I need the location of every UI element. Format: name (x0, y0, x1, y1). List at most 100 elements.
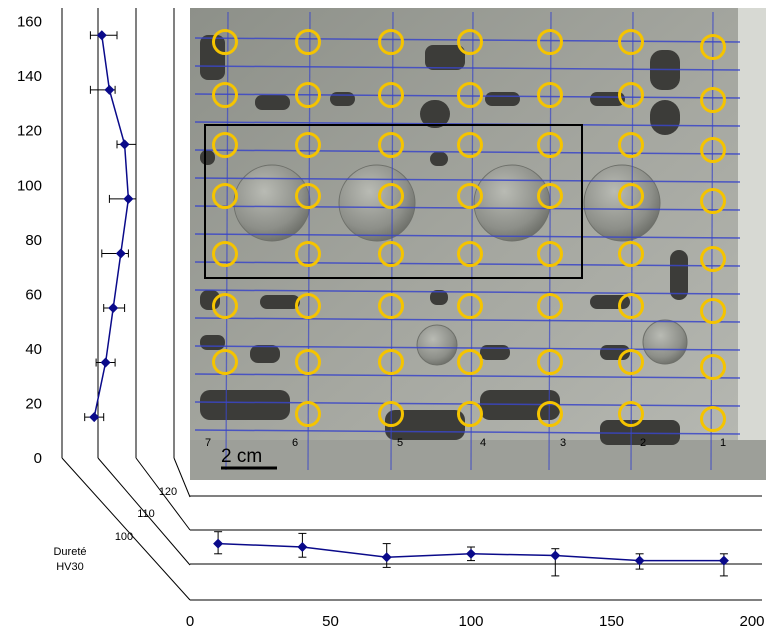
measurement-marker (457, 401, 483, 427)
measurement-marker (212, 293, 238, 319)
measurement-marker (700, 188, 726, 214)
hole-3 (255, 95, 290, 110)
hole-16 (200, 335, 225, 350)
measurement-marker (378, 241, 404, 267)
measurement-marker (378, 349, 404, 375)
perspective-line-3 (173, 457, 191, 498)
hardness-axis-title-line1: Dureté (53, 546, 86, 558)
grid-line-h (194, 93, 741, 99)
hole-5 (420, 100, 450, 128)
hardness-tick-100: 100 (115, 531, 133, 543)
data-point (119, 139, 130, 150)
y-tick-0: 0 (34, 450, 42, 467)
grid-line-v (390, 11, 394, 471)
data-point (100, 357, 111, 368)
profile-line (93, 35, 130, 418)
grid-line-h (194, 345, 741, 351)
measurement-marker (378, 293, 404, 319)
measurement-marker (378, 401, 404, 427)
bottom-profile-panel: 0 50 100 150 200 (186, 495, 765, 630)
perspective-line-0 (61, 457, 191, 601)
column-digit: 3 (560, 437, 566, 449)
measurement-marker (618, 349, 644, 375)
hardness-gridlines-vertical (97, 8, 175, 458)
vertical-profile-series (84, 30, 137, 423)
measurement-marker (457, 241, 483, 267)
grid-line-h (194, 233, 741, 239)
measurement-marker (457, 29, 483, 55)
grid-line-v (630, 11, 634, 471)
measurement-marker (618, 183, 644, 209)
grid-line-h (194, 65, 741, 71)
perspective-lines (61, 457, 191, 601)
hole-14 (430, 290, 448, 305)
column-digit: 4 (480, 437, 486, 449)
data-point (96, 30, 107, 41)
data-point (550, 550, 561, 561)
hardness-gridlines-horizontal (190, 495, 762, 601)
y-tick-160: 160 (17, 14, 42, 31)
region-of-interest-box (204, 124, 583, 279)
y-tick-120: 120 (17, 123, 42, 140)
hole-18 (480, 345, 510, 360)
measurement-marker (537, 293, 563, 319)
measurement-marker (212, 82, 238, 108)
measurement-marker (618, 82, 644, 108)
measurement-marker (537, 132, 563, 158)
grid-line-h (194, 37, 741, 43)
hole-8 (650, 100, 680, 135)
measurement-marker (457, 349, 483, 375)
measurement-marker (295, 29, 321, 55)
perspective-line-2 (135, 457, 191, 531)
x-tick-50: 50 (322, 613, 339, 630)
data-point (89, 412, 100, 423)
column-digit: 6 (292, 437, 298, 449)
data-point (104, 84, 115, 95)
measurement-marker (618, 293, 644, 319)
left-profile-panel: 0 20 40 60 80 100 120 140 160 100 110 120 Dureté H… (17, 8, 191, 601)
column-digit: 1 (720, 437, 726, 449)
hole-10 (430, 152, 448, 166)
hardness-tick-labels: 100 110 120 (115, 486, 177, 543)
grid-line-h (194, 373, 741, 379)
data-point (123, 193, 134, 204)
measurement-marker (537, 401, 563, 427)
data-point (381, 552, 392, 563)
data-point (634, 555, 645, 566)
grid-line-h (194, 429, 741, 435)
measurement-marker (618, 132, 644, 158)
hole-17 (250, 345, 280, 363)
measurement-marker (618, 401, 644, 427)
column-digit: 7 (205, 437, 211, 449)
hole-1 (425, 45, 465, 70)
measurement-marker (295, 293, 321, 319)
measurement-marker (700, 406, 726, 432)
data-point (297, 542, 308, 552)
y-tick-100: 100 (17, 177, 42, 194)
hole-22 (600, 420, 680, 445)
measurement-marker (537, 82, 563, 108)
dome-5 (642, 319, 688, 365)
measurement-marker (295, 132, 321, 158)
data-point (115, 248, 126, 259)
hardness-axis-title-line2: HV30 (56, 561, 84, 573)
x-tick-labels: 0 50 100 150 200 (186, 613, 765, 630)
hardness-tick-120: 120 (159, 486, 177, 498)
measurement-marker (537, 29, 563, 55)
grid-line-h (194, 177, 741, 183)
measurement-marker (700, 34, 726, 60)
scale-bar-label: 2 cm (221, 446, 262, 467)
y-tick-40: 40 (25, 341, 42, 358)
y-tick-80: 80 (25, 232, 42, 249)
y-tick-labels: 0 20 40 60 80 100 120 140 160 (17, 14, 42, 467)
dome-4 (416, 324, 458, 366)
hole-6 (485, 92, 520, 106)
measurement-marker (457, 293, 483, 319)
measurement-marker (212, 241, 238, 267)
dome-2 (473, 164, 551, 242)
plate-frame-edge (738, 8, 766, 480)
horizontal-profile-series (213, 531, 729, 577)
measurement-marker (700, 354, 726, 380)
hardness-tick-110: 110 (137, 508, 155, 520)
